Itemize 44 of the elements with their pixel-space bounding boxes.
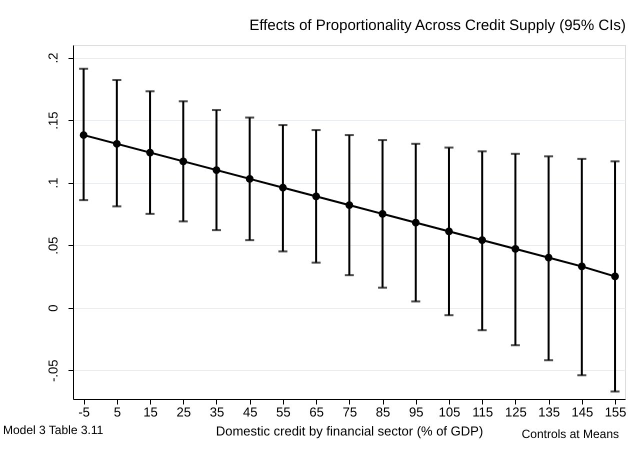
point [179,157,188,166]
x-tick-label: 35 [210,404,224,420]
text: Controls at Means [522,427,619,441]
x-tick-label: 5 [114,404,121,420]
point [212,166,220,174]
x-tick-label: 55 [276,404,291,420]
point [80,131,88,139]
x-tick-label: 105 [438,404,460,420]
x-axis-title: Domestic credit by financial sector (% of GDP) [216,424,484,438]
x-tick-label: 85 [376,404,390,420]
x-tick-label: 95 [409,404,424,420]
x-tick-label: -5 [78,404,90,420]
x-tick-label: 125 [505,404,527,420]
y-tick-label: -.05 [46,360,60,382]
x-tick-label: 155 [604,404,626,420]
point [578,262,586,270]
text: Model 3 Table 3.11 [3,423,104,437]
y-tick-label: .05 [46,236,60,255]
point [512,245,520,253]
point [445,228,453,236]
point [312,192,320,200]
point [279,184,287,192]
y-tick-label: .2 [46,52,60,64]
y-tick-label: 0 [46,304,60,312]
x-tick-label: 145 [571,404,594,420]
point [412,218,420,226]
point [544,254,552,262]
point [112,140,121,148]
point [146,148,154,156]
x-tick-label: 45 [242,404,258,420]
x-tick-label: 115 [472,404,494,420]
point [378,210,386,218]
chart-title: Effects of Proportionality Across Credit Supply (95% CIs) [249,17,626,34]
point [478,236,486,244]
y-tick-label: .15 [46,112,60,130]
y-tick-label: .1 [46,178,60,189]
x-tick-label: 25 [176,404,191,420]
x-tick-label: 135 [538,404,560,420]
x-tick-label: 65 [309,404,324,420]
x-tick-label: 15 [143,404,158,420]
point [611,272,619,280]
point [246,174,254,183]
x-tick-label: 75 [342,404,358,420]
point [345,201,354,209]
